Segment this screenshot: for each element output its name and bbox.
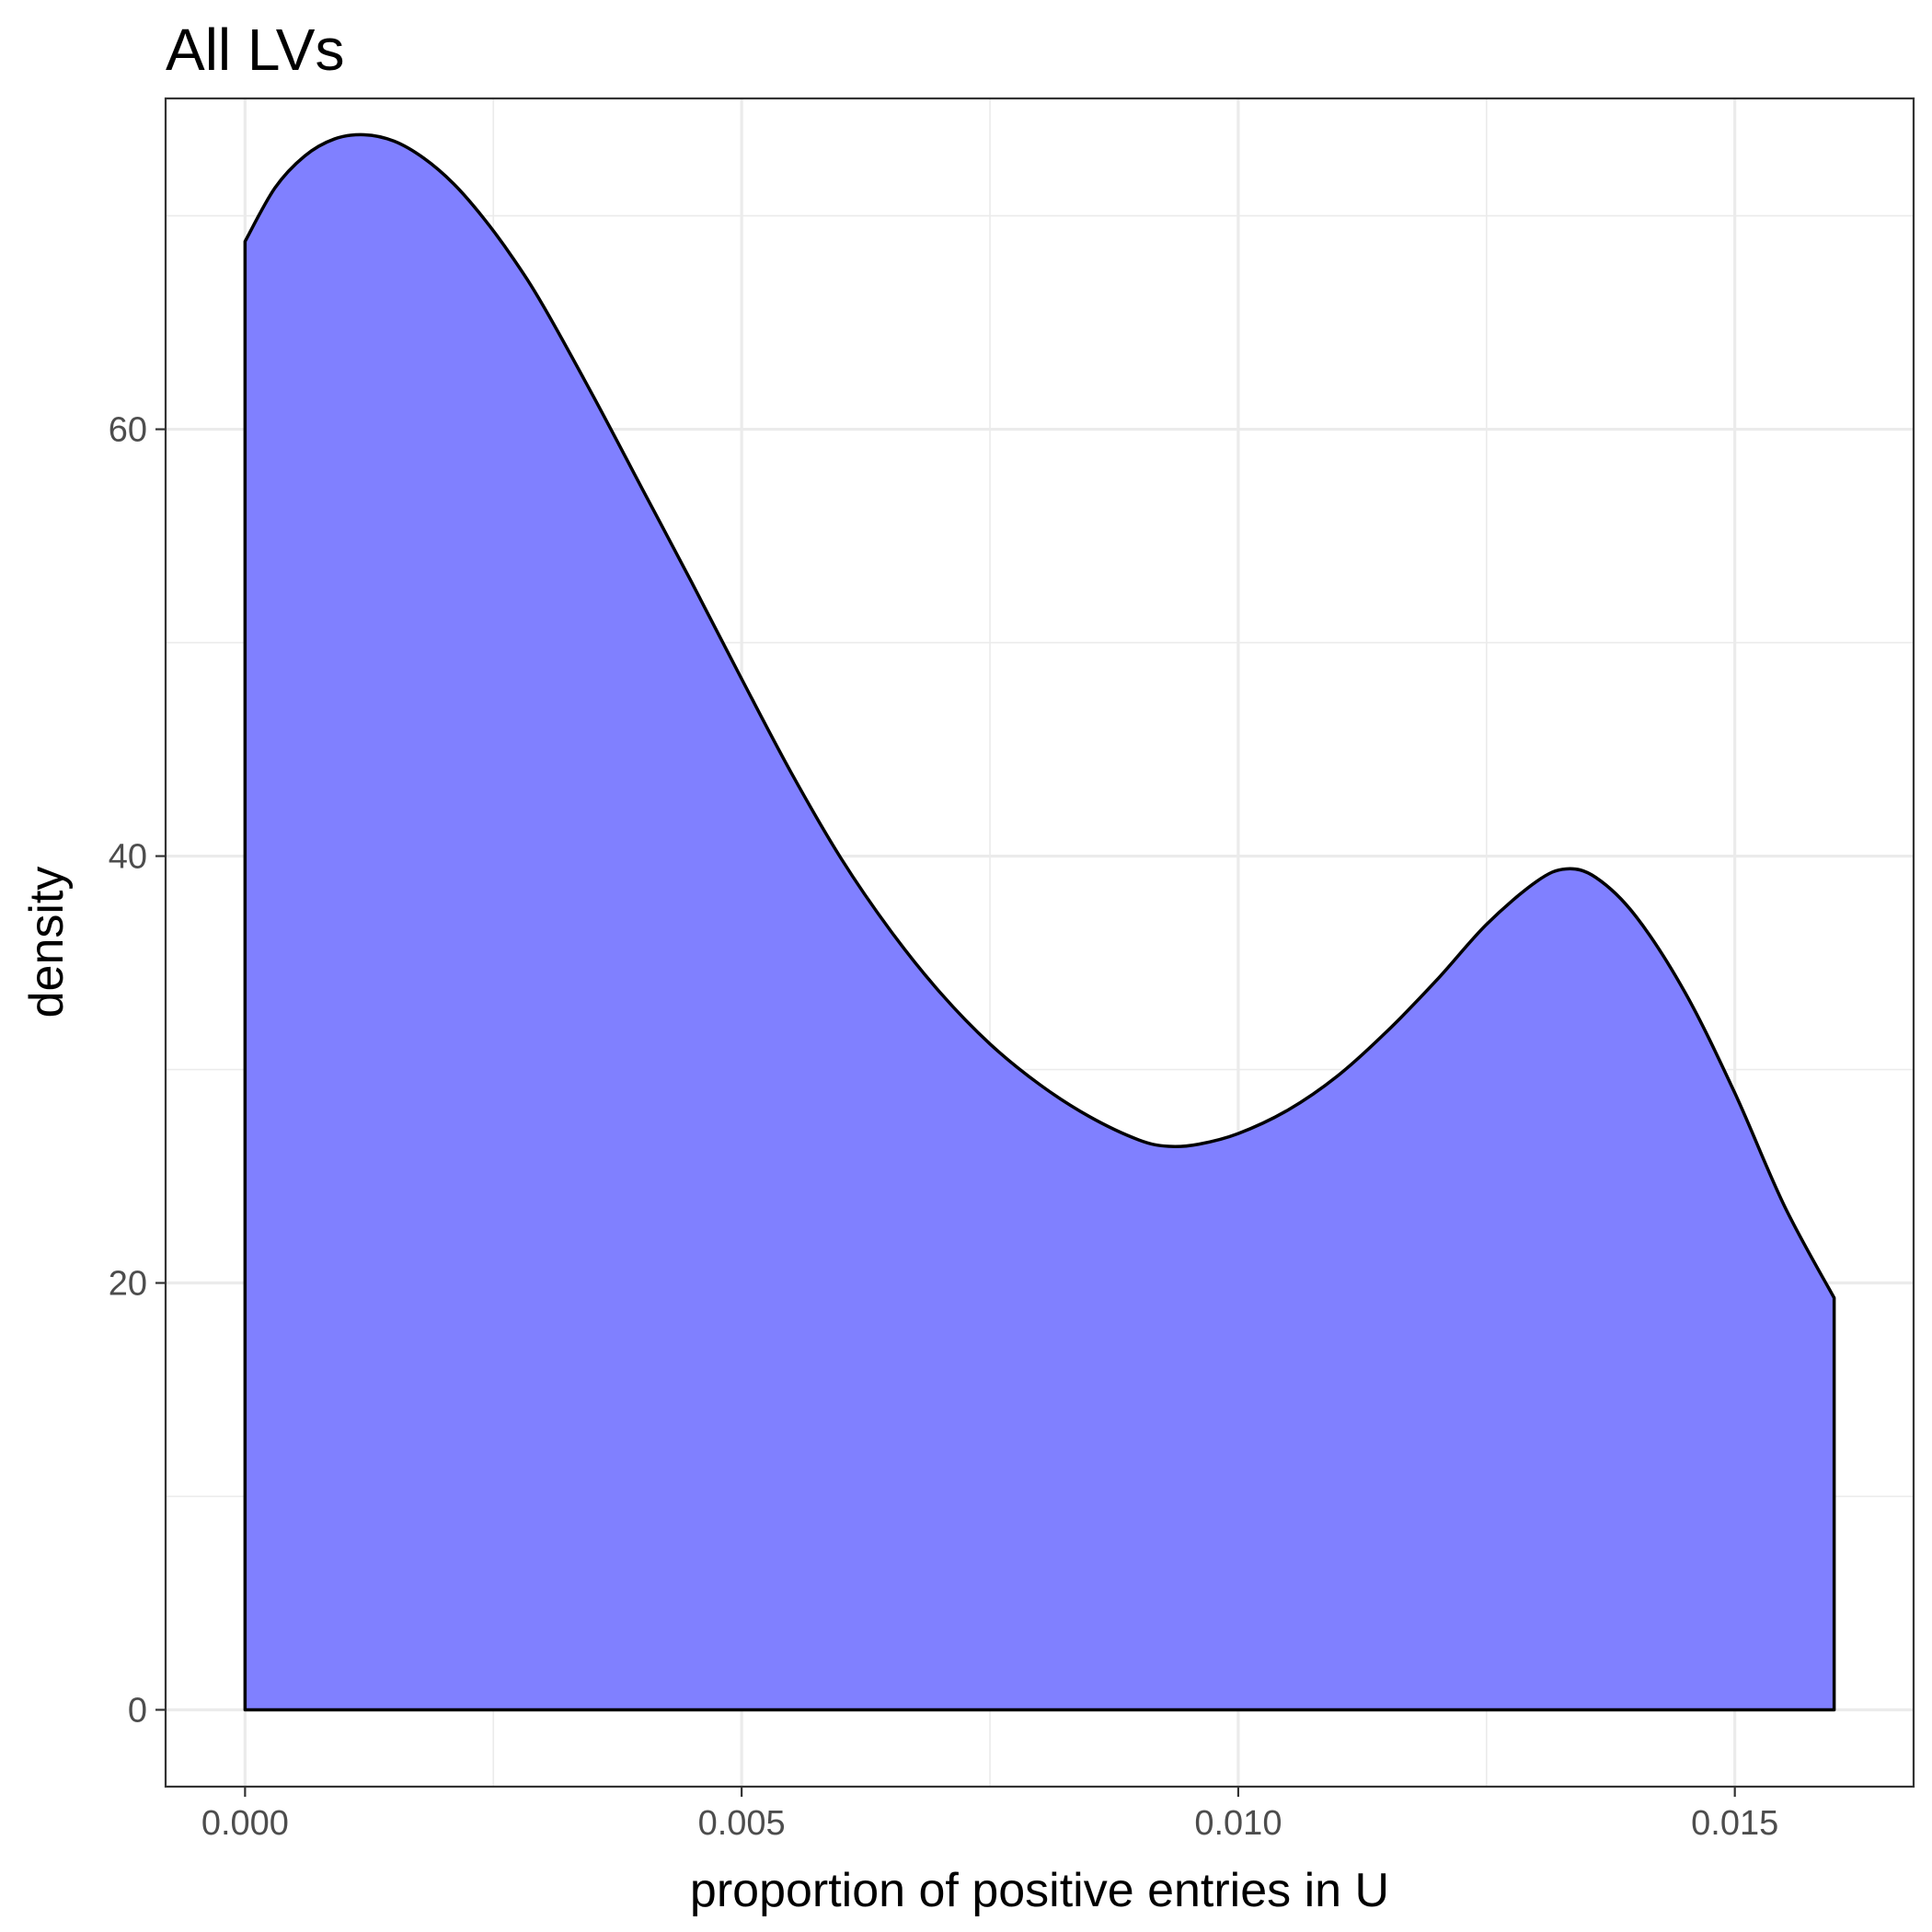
y-tick-label: 0 bbox=[128, 1691, 147, 1730]
x-tick-label: 0.010 bbox=[1194, 1804, 1282, 1843]
axes: 0.000 0.005 0.010 0.015 0 20 40 60 bbox=[109, 411, 1779, 1843]
density-area-layer bbox=[243, 132, 1836, 1712]
y-axis-title: density bbox=[20, 867, 74, 1018]
x-tick-label: 0.005 bbox=[698, 1804, 786, 1843]
density-curve bbox=[243, 132, 1836, 1712]
panel-border bbox=[164, 97, 1915, 1788]
x-tick-label: 0.015 bbox=[1691, 1804, 1778, 1843]
chart-title: All LVs bbox=[166, 17, 344, 83]
y-tick-label: 60 bbox=[109, 411, 147, 450]
x-axis-title: proportion of positive entries in U bbox=[690, 1864, 1389, 1917]
y-tick-label: 40 bbox=[109, 838, 147, 877]
x-tick-label: 0.000 bbox=[201, 1804, 289, 1843]
y-tick-label: 20 bbox=[109, 1265, 147, 1304]
